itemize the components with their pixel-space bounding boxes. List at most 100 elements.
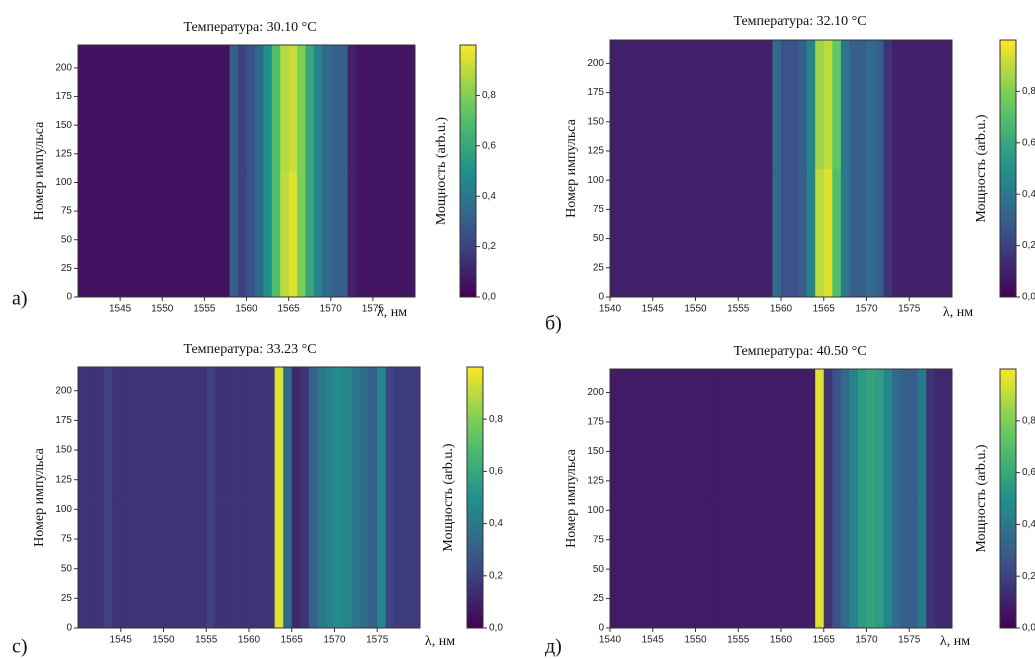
heatmap-cell bbox=[187, 45, 197, 172]
y-tick-label: 200 bbox=[55, 63, 72, 74]
heatmap-cell bbox=[806, 369, 816, 499]
heatmap-cell bbox=[798, 369, 808, 499]
heatmap-cell bbox=[78, 45, 87, 172]
x-tick-label: 1550 bbox=[684, 304, 707, 315]
heatmap-cell bbox=[909, 369, 919, 499]
y-tick-label: 150 bbox=[55, 445, 72, 456]
x-tick-label: 1575 bbox=[366, 635, 389, 646]
heatmap-cell bbox=[738, 498, 748, 629]
heatmap-cell bbox=[406, 45, 416, 172]
heatmap-cell bbox=[815, 168, 825, 298]
heatmap-cell bbox=[934, 168, 944, 298]
heatmap-cell bbox=[661, 40, 671, 169]
heatmap-cell bbox=[153, 45, 163, 172]
colorbar-tick-label: 0,6 bbox=[1022, 467, 1035, 478]
y-tick-label: 50 bbox=[61, 563, 73, 574]
y-axis-label: Номер импульса bbox=[32, 121, 47, 220]
heatmap-cell bbox=[729, 40, 739, 169]
heatmap-cell bbox=[763, 498, 773, 629]
heatmap-cell bbox=[926, 40, 936, 169]
heatmap-cell bbox=[204, 45, 214, 172]
heatmap-cell bbox=[917, 498, 927, 629]
chart-title: Температура: 33.23 °C bbox=[183, 342, 316, 357]
colorbar-tick-label: 0,0 bbox=[482, 292, 496, 303]
heatmap-cell bbox=[313, 45, 323, 172]
x-tick-label: 1575 bbox=[898, 304, 921, 315]
heatmap-cell bbox=[669, 40, 679, 169]
colorbar-tick-label: 0,6 bbox=[489, 466, 503, 477]
colorbar-label: Мощность (arb.u.) bbox=[974, 114, 989, 222]
heatmap-cell bbox=[129, 497, 139, 629]
heatmap-cell bbox=[729, 168, 739, 298]
heatmap-cell bbox=[280, 45, 290, 172]
y-tick-label: 150 bbox=[587, 116, 604, 127]
heatmap-cell bbox=[103, 171, 113, 298]
heatmap-cell bbox=[206, 497, 216, 629]
x-tick-label: 1565 bbox=[281, 635, 304, 646]
heatmap-cell bbox=[266, 367, 276, 498]
heatmap-cell bbox=[661, 168, 671, 298]
heatmap-cell bbox=[189, 497, 199, 629]
colorbar-tick-label: 0,4 bbox=[482, 191, 496, 202]
colorbar-tick-label: 0,4 bbox=[1022, 519, 1035, 530]
y-tick-label: 175 bbox=[55, 415, 72, 426]
heatmap-cell bbox=[385, 367, 395, 498]
heatmap-cell bbox=[627, 369, 637, 499]
heatmap-cell bbox=[231, 367, 241, 498]
heatmap-cell bbox=[806, 40, 816, 169]
panel-label: а) bbox=[12, 288, 28, 310]
heatmap-cell bbox=[351, 367, 361, 498]
heatmap-cell bbox=[78, 367, 87, 498]
heatmap-cell bbox=[789, 369, 799, 499]
heatmap-cell bbox=[610, 498, 619, 629]
heatmap-cell bbox=[179, 45, 188, 172]
x-tick-label: 1570 bbox=[855, 304, 878, 315]
chart-title: Температура: 32.10 °C bbox=[733, 14, 866, 29]
heatmap-cell bbox=[840, 168, 850, 298]
colorbar-tick-label: 0,0 bbox=[1022, 292, 1035, 303]
heatmap-cell bbox=[356, 171, 365, 298]
heatmap-cell bbox=[721, 168, 731, 298]
x-tick-label: 1560 bbox=[238, 635, 261, 646]
heatmap-cell bbox=[229, 45, 239, 172]
heatmap-cell bbox=[900, 369, 910, 499]
heatmap-cell bbox=[297, 45, 306, 172]
heatmap-cell bbox=[806, 168, 816, 298]
colorbar bbox=[999, 39, 1017, 298]
heatmap-cell bbox=[755, 168, 765, 298]
heatmap-cell bbox=[240, 497, 250, 629]
heatmap-cell bbox=[917, 40, 927, 169]
heatmap-cell bbox=[372, 45, 382, 172]
heatmap-cell bbox=[221, 45, 231, 172]
heatmap-cell bbox=[746, 498, 756, 629]
heatmap-cell bbox=[120, 367, 130, 498]
heatmap-cell bbox=[849, 168, 859, 298]
heatmap-cell bbox=[330, 171, 340, 298]
y-tick-label: 125 bbox=[587, 475, 604, 486]
heatmap-cell bbox=[223, 367, 233, 498]
heatmap-cell bbox=[943, 498, 953, 629]
heatmap-cell bbox=[238, 171, 247, 298]
heatmap-cell bbox=[909, 498, 919, 629]
colorbar-tick-label: 0,4 bbox=[489, 518, 503, 529]
heatmap-cell bbox=[283, 497, 293, 629]
heatmap-cell bbox=[618, 168, 628, 298]
y-axis-label: Номер импульса bbox=[32, 447, 47, 546]
heatmap-cell bbox=[356, 45, 365, 172]
heatmap-cell bbox=[180, 367, 190, 498]
heatmap-cell bbox=[136, 171, 146, 298]
y-tick-label: 25 bbox=[593, 262, 605, 273]
colorbar bbox=[999, 368, 1017, 629]
heatmap-cell bbox=[78, 497, 87, 629]
heatmap-cell bbox=[644, 168, 654, 298]
x-tick-label: 1575 bbox=[898, 635, 921, 646]
heatmap-cell bbox=[322, 171, 332, 298]
heatmap-cell bbox=[347, 171, 357, 298]
heatmap-cell bbox=[678, 40, 688, 169]
y-tick-label: 100 bbox=[587, 505, 604, 516]
heatmap-cell bbox=[206, 367, 216, 498]
heatmap-cell bbox=[823, 369, 833, 499]
heatmap-cell bbox=[364, 171, 374, 298]
heatmap-cell bbox=[212, 171, 222, 298]
heatmap-cell bbox=[212, 45, 222, 172]
